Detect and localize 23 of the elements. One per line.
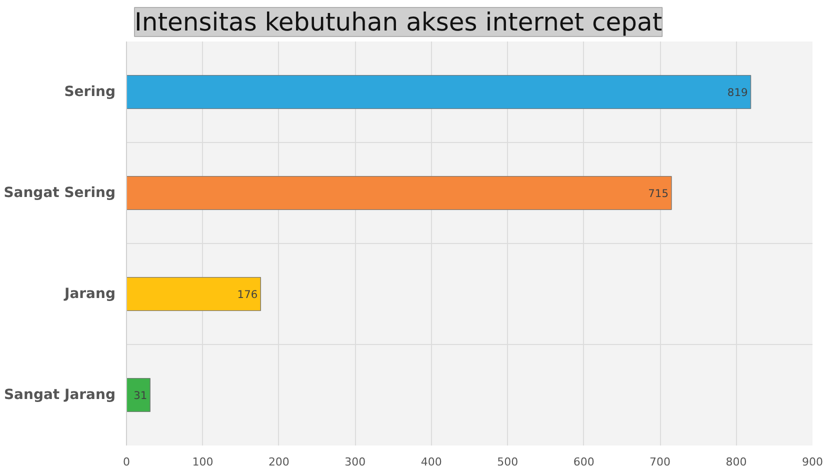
- x-tick-label: 800: [726, 456, 747, 468]
- x-tick-label: 100: [192, 456, 214, 468]
- bar: [126, 378, 150, 412]
- data-label: 176: [237, 288, 258, 301]
- data-label: 31: [134, 389, 148, 402]
- y-tick-label: Sering: [64, 84, 116, 100]
- data-label: 819: [727, 86, 748, 99]
- chart-title: Intensitas kebutuhan akses internet cepat: [134, 8, 662, 36]
- y-tick-label: Sangat Jarang: [4, 387, 116, 403]
- x-tick-label: 900: [802, 456, 823, 468]
- x-tick-label: 400: [420, 456, 442, 468]
- y-tick-label: Sangat Sering: [4, 185, 116, 201]
- x-tick-label: 700: [650, 456, 671, 468]
- bar: [126, 74, 752, 110]
- bar: [126, 176, 672, 210]
- x-tick-label: 600: [573, 456, 594, 468]
- y-tick-label: Jarang: [64, 286, 116, 302]
- bar: [126, 276, 261, 312]
- x-tick-label: 500: [497, 456, 518, 468]
- x-tick-label: 200: [268, 456, 290, 468]
- data-label: 715: [648, 187, 668, 200]
- x-tick-label: 0: [123, 456, 130, 468]
- x-tick-label: 300: [344, 456, 366, 468]
